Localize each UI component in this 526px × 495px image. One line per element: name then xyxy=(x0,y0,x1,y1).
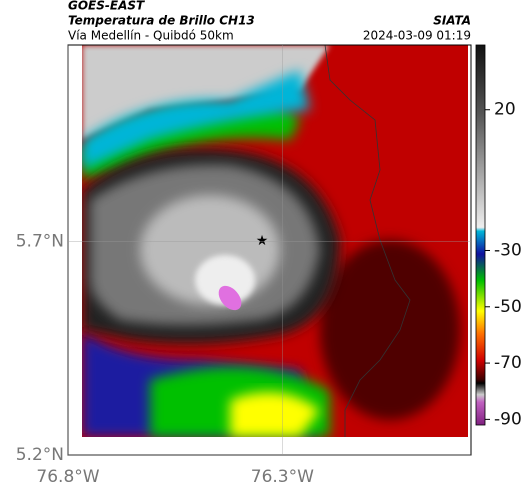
colorbar-tick-label: 20 xyxy=(494,100,516,120)
colorbar-tick-label: -90 xyxy=(494,409,522,429)
x-tick-label: 76.3°W xyxy=(251,467,314,487)
colorbar-tick-label: -30 xyxy=(494,240,522,260)
datetime: 2024-03-09 01:19 xyxy=(363,29,471,43)
satellite: GOES-EAST xyxy=(68,0,145,13)
y-tick-label: 5.2°N xyxy=(16,445,64,465)
colorbar-tick-label: -70 xyxy=(494,353,522,373)
product: Temperatura de Brillo CH13 xyxy=(68,14,255,28)
source: SIATA xyxy=(433,14,471,28)
colorbar xyxy=(475,44,486,426)
x-tick-label: 76.8°W xyxy=(36,467,99,487)
satellite-image: ★ xyxy=(82,45,468,437)
station-marker: ★ xyxy=(256,233,269,249)
region: Vía Medellín - Quibdó 50km xyxy=(68,29,234,43)
colorbar-tick-label: -50 xyxy=(494,297,522,317)
y-tick-label: 5.7°N xyxy=(16,231,64,251)
